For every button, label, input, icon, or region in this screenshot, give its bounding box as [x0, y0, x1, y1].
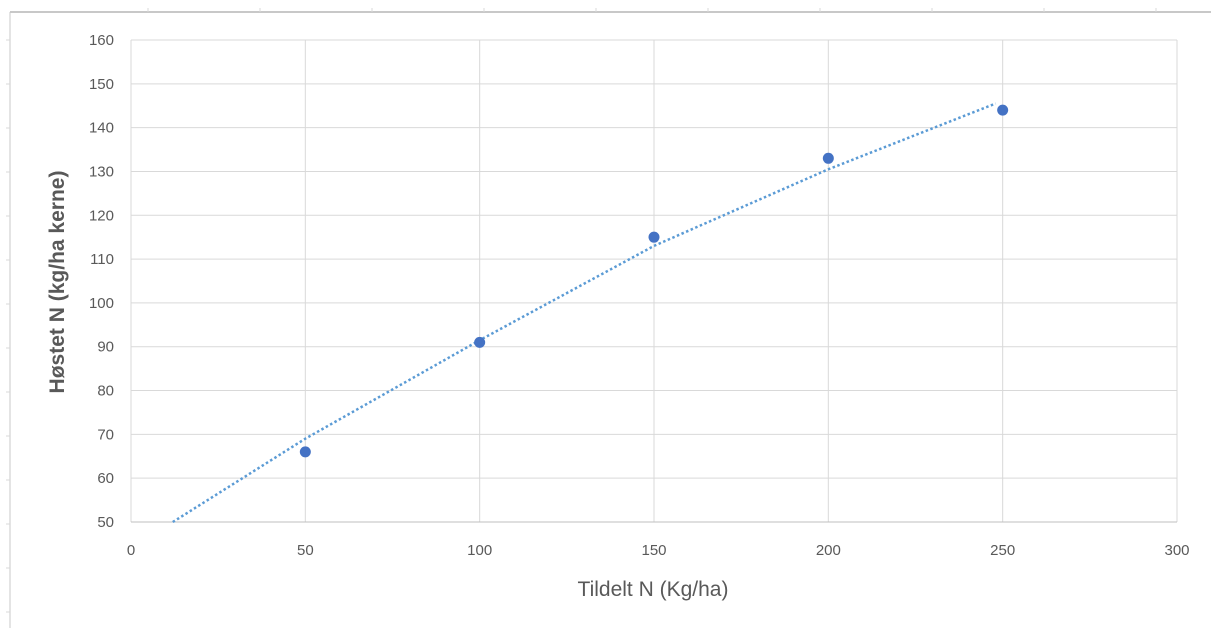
y-tick-label-80: 80 [97, 383, 114, 400]
data-point-0-0 [299, 446, 311, 458]
data-point-0-2 [648, 231, 660, 243]
x-tick-label-50: 50 [297, 542, 314, 559]
y-axis-title: Høstet N (kg/ha kerne) [46, 171, 69, 394]
x-tick-label-250: 250 [990, 542, 1015, 559]
data-point-0-1 [474, 336, 486, 348]
data-points [299, 104, 1009, 458]
y-tick-label-50: 50 [97, 514, 114, 531]
tick-labels: 0 50 100 150 200 250 300 50 60 70 80 90 100 110 120 130… [89, 32, 1190, 559]
data-point-0-3 [822, 152, 834, 164]
x-tick-label-100: 100 [467, 542, 492, 559]
y-tick-label-130: 130 [89, 163, 114, 180]
y-tick-label-70: 70 [97, 426, 114, 443]
y-tick-label-160: 160 [89, 32, 114, 49]
x-axis-title: Tildelt N (Kg/ha) [578, 578, 729, 601]
y-tick-label-140: 140 [89, 120, 114, 137]
x-tick-label-0: 0 [127, 542, 135, 559]
x-tick-label-200: 200 [816, 542, 841, 559]
trendline-path [172, 102, 997, 524]
chart-frame [6, 8, 1211, 628]
x-tick-label-300: 300 [1164, 542, 1189, 559]
y-tick-label-150: 150 [89, 76, 114, 93]
y-tick-label-100: 100 [89, 295, 114, 312]
data-point-0-4 [997, 104, 1009, 116]
y-tick-label-90: 90 [97, 339, 114, 356]
trendline [172, 102, 997, 524]
y-tick-label-60: 60 [97, 470, 114, 487]
y-tick-label-120: 120 [89, 207, 114, 224]
y-tick-label-110: 110 [90, 251, 114, 268]
x-tick-label-150: 150 [641, 542, 666, 559]
